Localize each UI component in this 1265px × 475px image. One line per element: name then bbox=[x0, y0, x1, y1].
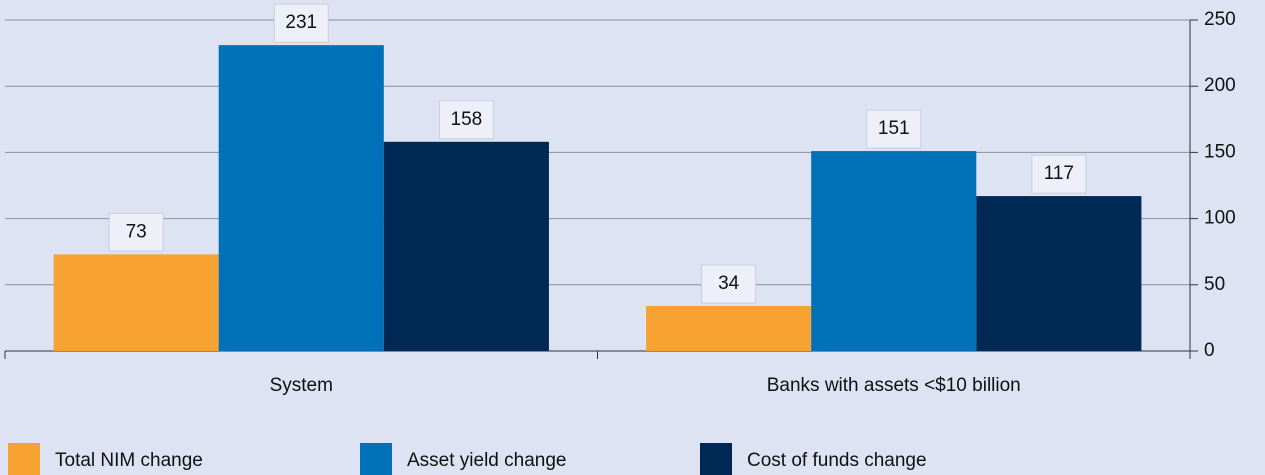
value-label: 73 bbox=[126, 221, 147, 242]
value-label-box bbox=[108, 212, 164, 252]
value-label: 158 bbox=[451, 109, 483, 130]
value-label-box bbox=[438, 100, 494, 140]
value-label: 34 bbox=[718, 273, 740, 294]
value-label: 231 bbox=[285, 12, 317, 33]
bar bbox=[646, 305, 812, 351]
legend-swatch bbox=[360, 443, 392, 475]
bar bbox=[53, 254, 219, 351]
value-label: 151 bbox=[878, 118, 910, 139]
x-tick-label: System bbox=[270, 375, 333, 396]
value-label-box bbox=[701, 264, 757, 304]
x-tick-label: Banks with assets <$10 billion bbox=[767, 375, 1021, 396]
bar bbox=[383, 141, 549, 351]
legend-swatch bbox=[700, 443, 732, 475]
y-tick-label: 50 bbox=[1204, 274, 1225, 295]
y-tick-label: 150 bbox=[1204, 141, 1236, 162]
value-label-box bbox=[273, 3, 329, 43]
value-label-box bbox=[1031, 154, 1087, 194]
legend-label: Cost of funds change bbox=[747, 450, 927, 471]
value-label: 117 bbox=[1044, 163, 1074, 184]
legend-label: Asset yield change bbox=[407, 450, 567, 471]
bar bbox=[811, 151, 977, 351]
y-tick-label: 0 bbox=[1204, 340, 1215, 361]
legend-label: Total NIM change bbox=[55, 450, 203, 471]
bar bbox=[976, 196, 1142, 351]
legend-swatch bbox=[8, 443, 40, 475]
y-tick-label: 100 bbox=[1204, 208, 1236, 229]
value-label-box bbox=[866, 109, 922, 149]
y-tick-label: 250 bbox=[1204, 9, 1236, 30]
y-tick-label: 200 bbox=[1204, 75, 1236, 96]
bar bbox=[218, 45, 384, 351]
